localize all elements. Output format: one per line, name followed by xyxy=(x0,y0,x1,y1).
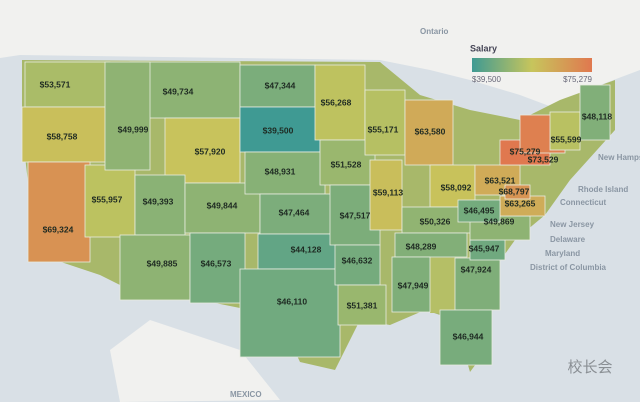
legend-bar xyxy=(472,58,592,72)
region xyxy=(164,117,241,184)
value-label: $46,573 xyxy=(201,258,232,268)
region xyxy=(84,164,136,238)
value-label: $58,758 xyxy=(47,131,78,141)
value-label: $73,529 xyxy=(528,154,559,164)
region xyxy=(334,244,381,286)
region xyxy=(549,111,581,151)
value-label: $58,092 xyxy=(441,182,472,192)
region xyxy=(504,184,531,200)
place-label: Ontario xyxy=(420,27,449,36)
region xyxy=(189,232,246,304)
region xyxy=(104,61,151,171)
region xyxy=(337,284,387,326)
region xyxy=(27,161,91,263)
regions xyxy=(21,61,611,366)
region xyxy=(439,309,493,366)
region xyxy=(454,257,501,311)
value-label: $68,797 xyxy=(499,186,530,196)
value-label: $46,944 xyxy=(453,331,484,341)
value-label: $69,324 xyxy=(43,224,74,234)
value-label: $45,947 xyxy=(469,243,500,253)
value-label: $49,393 xyxy=(143,196,174,206)
value-label: $59,113 xyxy=(373,187,404,197)
place-label: Maryland xyxy=(545,249,580,258)
value-label: $56,268 xyxy=(321,97,352,107)
value-label: $51,381 xyxy=(347,300,378,310)
region xyxy=(430,258,458,313)
value-label: $63,580 xyxy=(415,126,446,136)
legend-max: $75,279 xyxy=(563,75,592,84)
legend-title: Salary xyxy=(470,43,497,53)
region xyxy=(364,89,406,156)
region xyxy=(369,159,403,231)
value-label: $53,571 xyxy=(40,79,71,89)
watermark: 校长会 xyxy=(567,359,612,376)
place-label: District of Columbia xyxy=(530,263,607,272)
value-label: $46,110 xyxy=(277,296,308,306)
value-label: $49,734 xyxy=(163,86,194,96)
place-label: Connecticut xyxy=(560,198,607,207)
mexico xyxy=(110,320,280,402)
value-label: $75,279 xyxy=(510,146,541,156)
value-label: $48,118 xyxy=(582,111,613,121)
place-label: Rhode Island xyxy=(578,185,628,194)
value-label: $47,464 xyxy=(279,207,310,217)
value-label: $55,957 xyxy=(92,194,123,204)
region xyxy=(239,268,341,358)
value-label: $51,528 xyxy=(331,159,362,169)
value-label: $49,999 xyxy=(118,124,149,134)
value-label: $46,632 xyxy=(342,255,373,265)
region xyxy=(394,232,468,258)
value-label: $44,128 xyxy=(291,244,322,254)
value-label: $47,517 xyxy=(340,210,371,220)
value-label: $49,844 xyxy=(207,200,238,210)
value-label: $47,924 xyxy=(461,264,492,274)
value-label: $39,500 xyxy=(263,125,294,135)
place-label: New Jersey xyxy=(550,220,595,229)
region xyxy=(391,256,431,313)
value-label: $63,265 xyxy=(505,198,536,208)
legend-min: $39,500 xyxy=(472,75,501,84)
value-label: $46,495 xyxy=(464,205,495,215)
value-label: $55,171 xyxy=(368,124,399,134)
place-label: MEXICO xyxy=(230,390,262,399)
value-label: $49,885 xyxy=(147,258,178,268)
region xyxy=(119,234,191,301)
value-label: $63,521 xyxy=(485,175,516,185)
value-label: $49,869 xyxy=(484,216,515,226)
region xyxy=(579,84,611,141)
region xyxy=(457,199,501,223)
value-label: $47,949 xyxy=(398,280,429,290)
value-label: $57,920 xyxy=(195,146,226,156)
canada xyxy=(0,0,640,110)
value-label: $50,326 xyxy=(420,216,451,226)
region xyxy=(404,99,454,166)
region xyxy=(239,106,321,153)
value-label: $48,289 xyxy=(406,241,437,251)
value-label: $48,931 xyxy=(265,166,296,176)
region xyxy=(239,64,316,108)
place-label: Delaware xyxy=(550,235,586,244)
value-label: $47,344 xyxy=(265,80,296,90)
labels: $53,571 $58,758 $69,324 $55,957 $49,734 $49,9… xyxy=(40,79,613,341)
place-label: New Hampsh xyxy=(598,153,640,162)
value-label: $55,599 xyxy=(551,134,582,144)
